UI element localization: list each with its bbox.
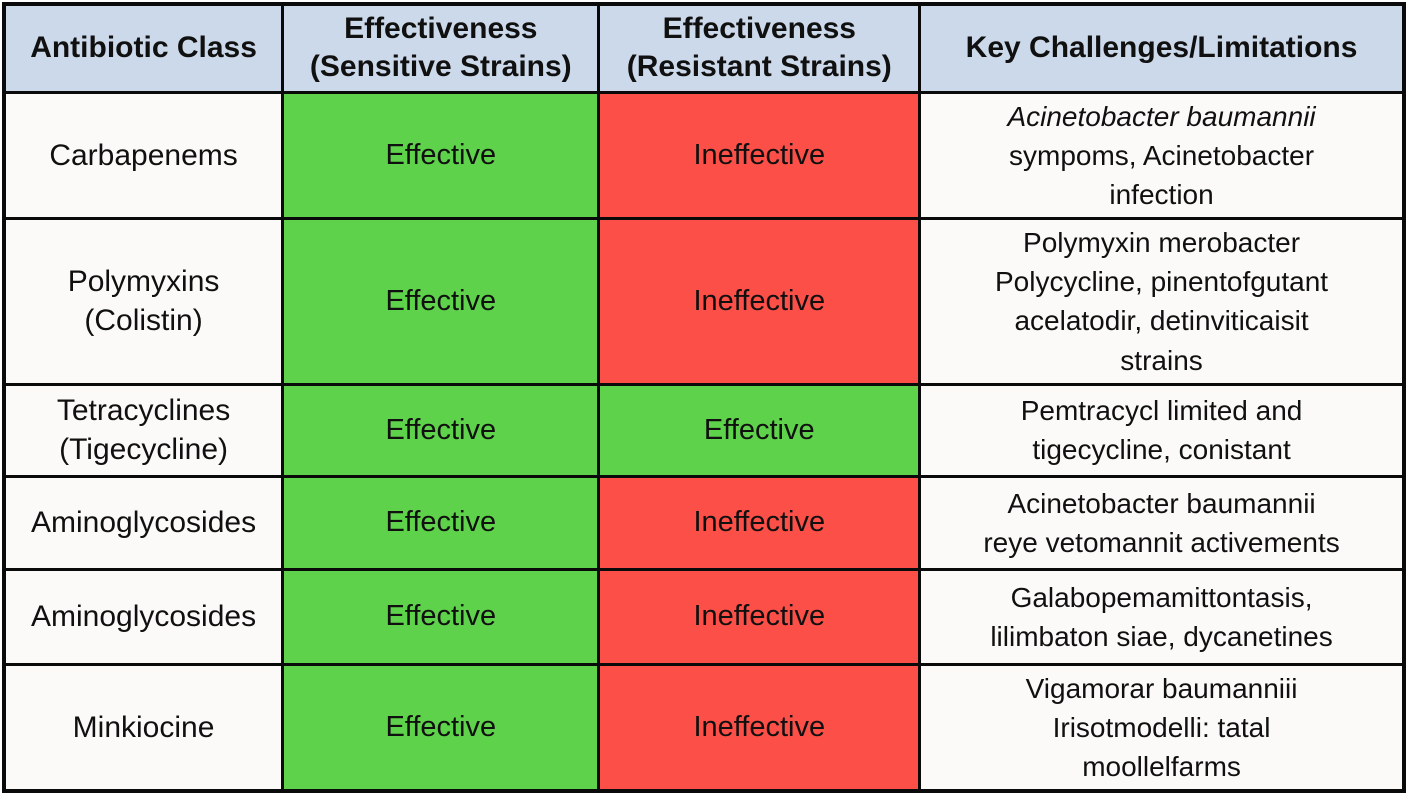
- sensitive-status-cell: Effective: [283, 384, 599, 476]
- sensitive-status-cell: Effective: [283, 476, 599, 569]
- challenge-text: sympoms, Acinetobacter infection: [1009, 140, 1314, 210]
- sensitive-status-cell: Effective: [283, 92, 599, 219]
- antibiotic-class-cell: Polymyxins (Colistin): [4, 219, 283, 385]
- header-row: Antibiotic Class Effectiveness (Sensitiv…: [4, 4, 1404, 92]
- table-row: Minkiocine Effective Ineffective Vigamor…: [4, 664, 1404, 791]
- challenges-cell: Pemtracycl limited and tigecycline, coni…: [920, 384, 1404, 476]
- challenge-text: Galabopemamittontasis, lilimbaton siae, …: [990, 582, 1332, 652]
- challenge-text: Vigamorar baumanniii Irisotmodelli: tata…: [1026, 673, 1298, 782]
- col-header-effectiveness-resistant: Effectiveness (Resistant Strains): [599, 4, 920, 92]
- resistant-status-cell: Ineffective: [599, 569, 920, 664]
- col-header-key-challenges: Key Challenges/Limitations: [920, 4, 1404, 92]
- sensitive-status-cell: Effective: [283, 664, 599, 791]
- resistant-status-cell: Effective: [599, 384, 920, 476]
- antibiotic-class-cell: Minkiocine: [4, 664, 283, 791]
- antibiotic-class-cell: Tetracyclines (Tigecycline): [4, 384, 283, 476]
- table-row: Aminoglycosides Effective Ineffective Ac…: [4, 476, 1404, 569]
- antibiotic-effectiveness-table: Antibiotic Class Effectiveness (Sensitiv…: [0, 0, 1408, 768]
- col-header-antibiotic-class: Antibiotic Class: [4, 4, 283, 92]
- challenge-italic-text: Acinetobacter baumannii: [1007, 101, 1315, 132]
- table-row: Polymyxins (Colistin) Effective Ineffect…: [4, 219, 1404, 385]
- sensitive-status-cell: Effective: [283, 569, 599, 664]
- antibiotic-class-cell: Carbapenems: [4, 92, 283, 219]
- challenge-text: Polymyxin merobacter Polycycline, pinent…: [995, 227, 1328, 376]
- resistant-status-cell: Ineffective: [599, 664, 920, 791]
- table-row: Tetracyclines (Tigecycline) Effective Ef…: [4, 384, 1404, 476]
- col-header-effectiveness-sensitive: Effectiveness (Sensitive Strains): [283, 4, 599, 92]
- resistant-status-cell: Ineffective: [599, 92, 920, 219]
- table-row: Aminoglycosides Effective Ineffective Ga…: [4, 569, 1404, 664]
- challenge-text: Pemtracycl limited and tigecycline, coni…: [1021, 395, 1303, 465]
- table-row: Carbapenems Effective Ineffective Acinet…: [4, 92, 1404, 219]
- challenges-cell: Galabopemamittontasis, lilimbaton siae, …: [920, 569, 1404, 664]
- challenges-cell: Acinetobacter baumannii sympoms, Acineto…: [920, 92, 1404, 219]
- challenge-text: Acinetobacter baumannii reye vetomannit …: [983, 488, 1339, 558]
- resistant-status-cell: Ineffective: [599, 219, 920, 385]
- challenges-cell: Vigamorar baumanniii Irisotmodelli: tata…: [920, 664, 1404, 791]
- challenges-cell: Acinetobacter baumannii reye vetomannit …: [920, 476, 1404, 569]
- antibiotic-class-cell: Aminoglycosides: [4, 569, 283, 664]
- challenges-cell: Polymyxin merobacter Polycycline, pinent…: [920, 219, 1404, 385]
- sensitive-status-cell: Effective: [283, 219, 599, 385]
- antibiotic-class-cell: Aminoglycosides: [4, 476, 283, 569]
- resistant-status-cell: Ineffective: [599, 476, 920, 569]
